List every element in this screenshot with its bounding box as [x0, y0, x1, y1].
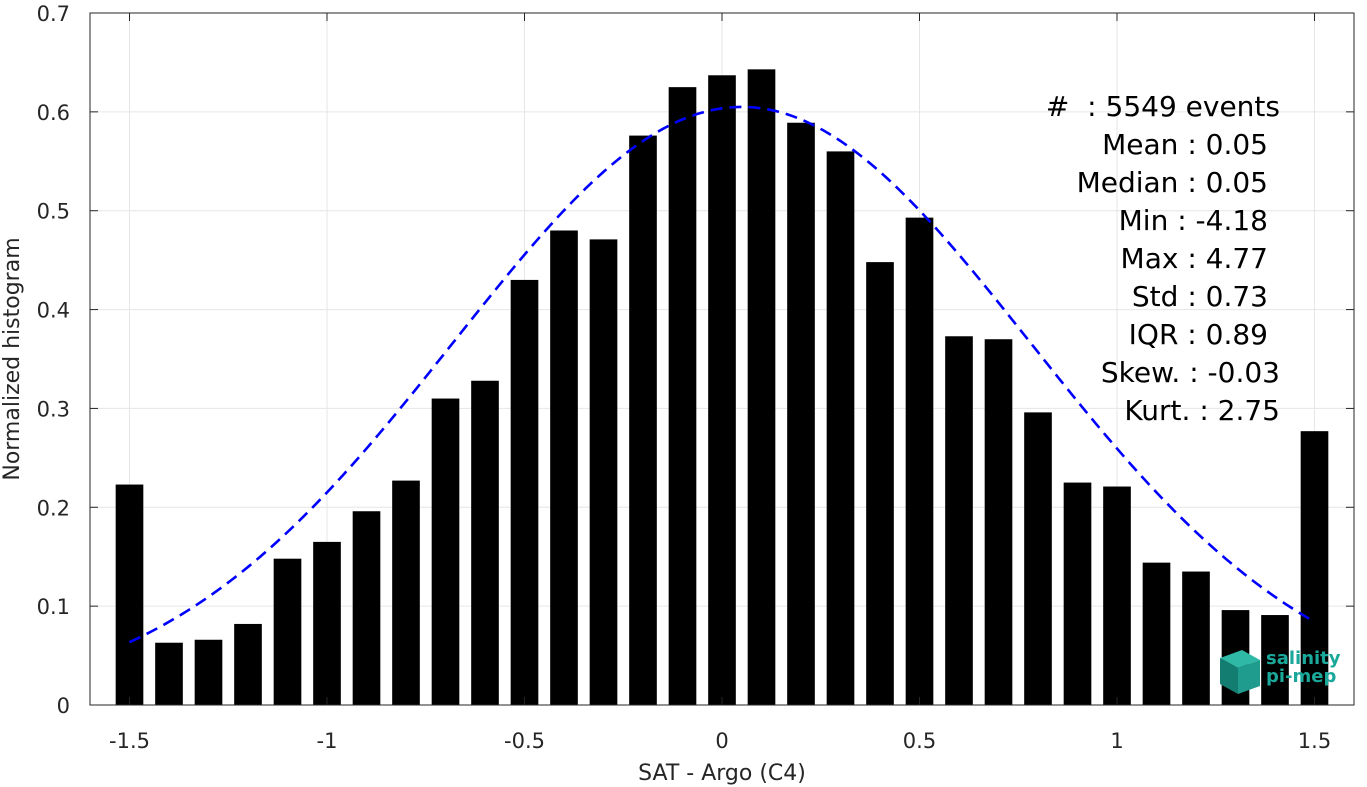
gaussian-fit-curve: [128, 105, 1316, 644]
histogram-bar: [352, 511, 381, 705]
logo-cube-icon: [1220, 650, 1260, 694]
y-tick-label: 0.3: [37, 397, 70, 421]
x-tick-label: 0: [715, 729, 728, 753]
histogram-bar: [866, 262, 894, 705]
histogram-bar: [1300, 431, 1329, 705]
stat-skew: Skew. : -0.03: [1100, 356, 1280, 389]
histogram-bar: [629, 135, 657, 705]
y-tick-label: 0.6: [37, 101, 70, 125]
stat-kurt: Kurt. : 2.75: [1124, 394, 1280, 427]
histogram-bar: [510, 279, 539, 705]
histogram-bar: [984, 339, 1013, 705]
histogram-bar: [589, 239, 618, 705]
histogram-bar: [708, 75, 736, 705]
stat-count: # : 5549 events: [1045, 90, 1280, 123]
x-tick-label: -1: [317, 729, 338, 753]
stat-max: Max : 4.77: [1120, 242, 1268, 275]
histogram-bar: [194, 639, 223, 705]
histogram-bar: [1142, 562, 1171, 705]
stat-min: Min : -4.18: [1118, 204, 1268, 237]
y-tick-label: 0.1: [37, 595, 70, 619]
x-tick-label: -0.5: [504, 729, 545, 753]
histogram-bar: [431, 398, 460, 705]
y-tick-label: 0: [57, 694, 70, 718]
y-tick-label: 0.5: [37, 200, 70, 224]
x-axis-ticks: -1.5 -1 -0.5 0 0.5 1 1.5: [109, 13, 1331, 753]
y-tick-label: 0.7: [37, 2, 70, 26]
histogram-bars: [115, 69, 1329, 706]
salinity-pi-mep-logo: salinity pi-mep: [1216, 646, 1346, 696]
x-tick-label: 1: [1110, 729, 1123, 753]
statistics-annotation: # : 5549 events Mean : 0.05 Median : 0.0…: [960, 88, 1280, 430]
x-tick-label: 0.5: [903, 729, 936, 753]
histogram-bar: [1063, 482, 1092, 705]
histogram-bar: [392, 480, 420, 705]
histogram-bar: [787, 122, 815, 705]
y-tick-label: 0.2: [37, 496, 70, 520]
stat-median: Median : 0.05: [1076, 166, 1268, 199]
histogram-bar: [668, 87, 697, 705]
x-tick-label: -1.5: [109, 729, 150, 753]
histogram-bar: [1103, 486, 1131, 705]
stat-iqr: IQR : 0.89: [1128, 318, 1268, 351]
histogram-bar: [234, 623, 262, 705]
y-axis-title: Normalized histogram: [0, 237, 25, 480]
histogram-bar: [471, 380, 499, 705]
histogram-bar: [273, 558, 302, 705]
x-axis-title: SAT - Argo (C4): [638, 761, 806, 786]
histogram-bar: [905, 217, 934, 706]
histogram-bar: [115, 484, 144, 705]
histogram-bar: [747, 69, 776, 705]
histogram-bar: [155, 642, 183, 705]
x-tick-label: 1.5: [1298, 729, 1331, 753]
y-tick-label: 0.4: [37, 299, 70, 323]
logo-line1: salinity: [1266, 648, 1341, 669]
logo-line2: pi-mep: [1266, 666, 1337, 687]
stat-std: Std : 0.73: [1131, 280, 1268, 313]
histogram-bar: [1182, 571, 1210, 705]
histogram-bar: [945, 336, 973, 705]
histogram-bar: [1261, 615, 1289, 705]
y-axis-ticks: 0 0.1 0.2 0.3 0.4 0.5 0.6 0.7: [37, 2, 1354, 718]
histogram-bar: [826, 151, 855, 705]
histogram-bar: [1024, 412, 1052, 705]
histogram-bar: [313, 541, 341, 705]
histogram-bar: [550, 230, 578, 705]
stat-mean: Mean : 0.05: [1102, 128, 1268, 161]
